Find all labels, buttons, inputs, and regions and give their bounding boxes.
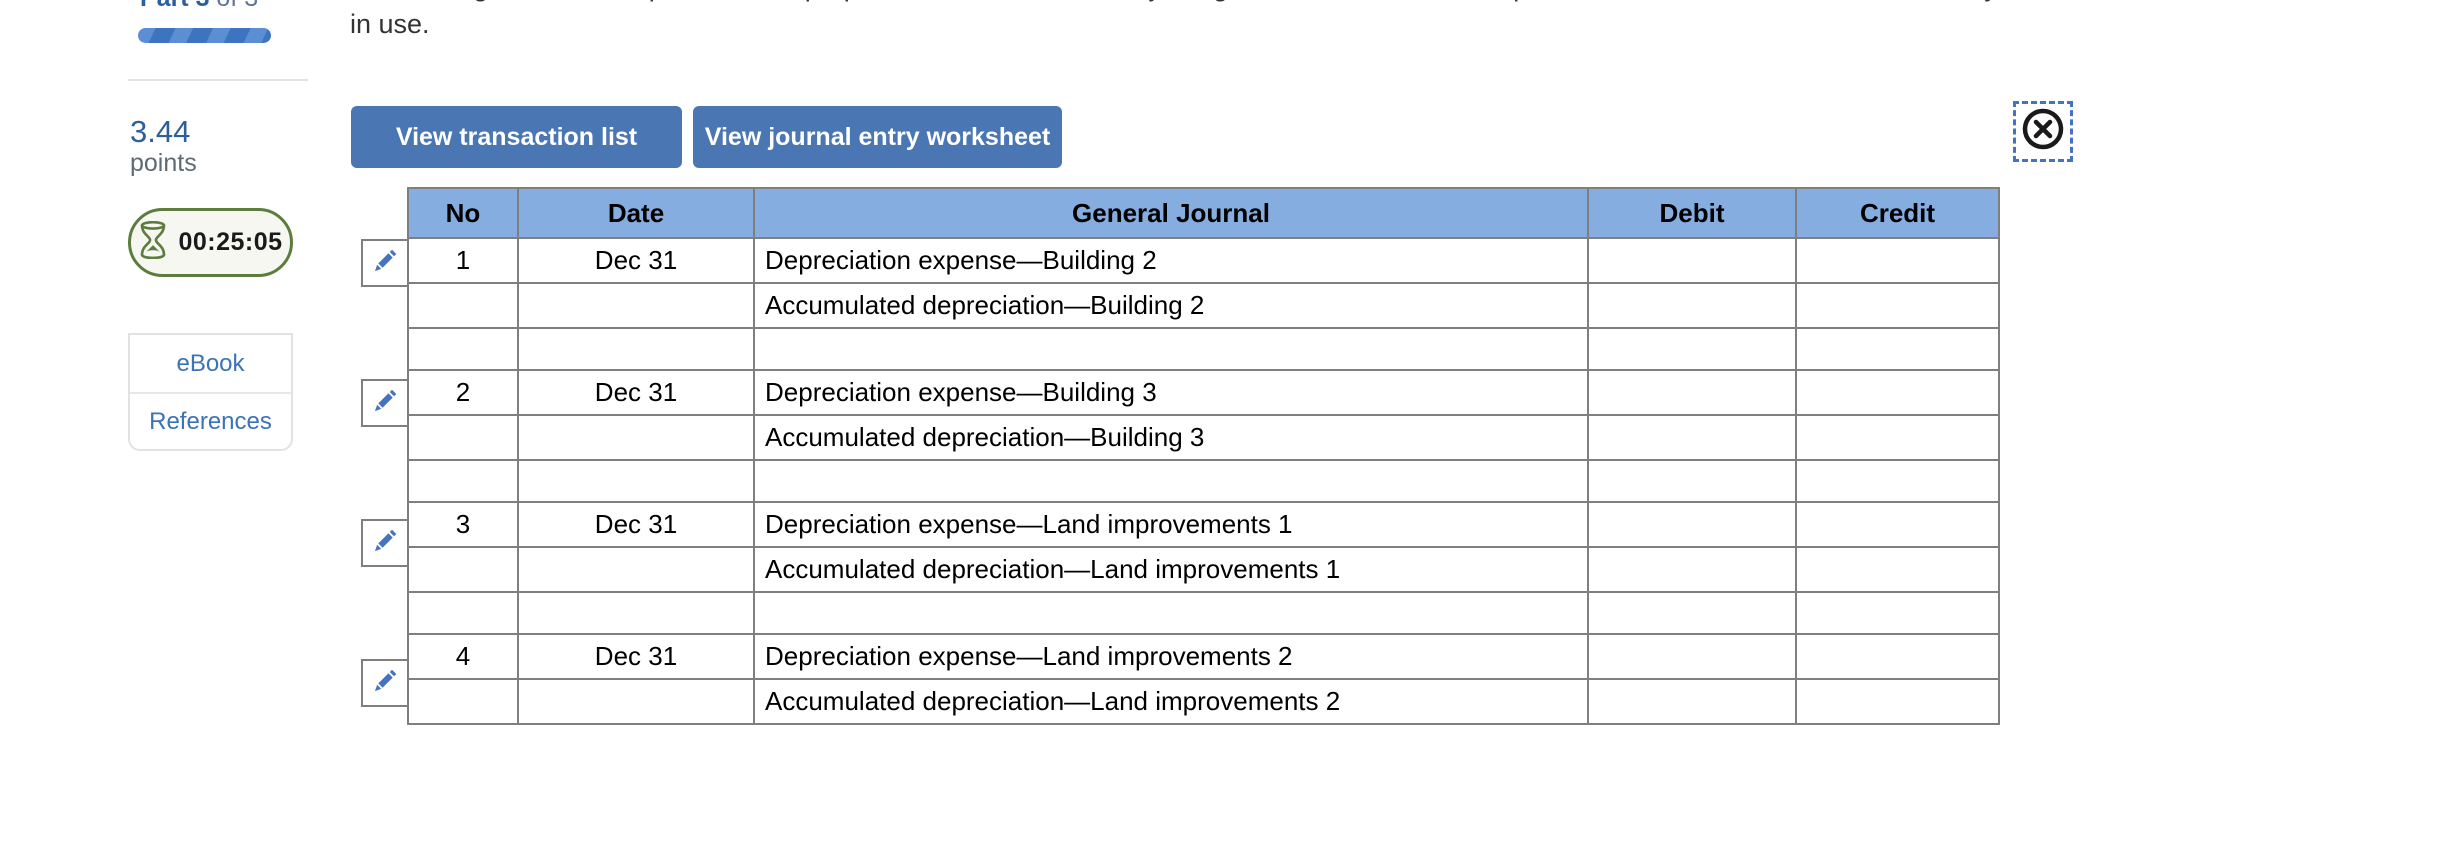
spacer-row bbox=[407, 327, 2000, 371]
table-row: 2 Dec 31 Depreciation expense—Building 3 bbox=[407, 369, 2000, 416]
ebook-link[interactable]: eBook bbox=[176, 349, 245, 377]
debit-amount-cell[interactable] bbox=[1587, 546, 1797, 593]
table-row: 3 Dec 31 Depreciation expense—Land impro… bbox=[407, 501, 2000, 548]
points-value: 3.44 bbox=[130, 114, 191, 149]
pencil-icon bbox=[372, 667, 399, 699]
hourglass-icon bbox=[138, 220, 168, 264]
entry-date: Dec 31 bbox=[517, 369, 755, 416]
credit-amount-cell[interactable] bbox=[1795, 237, 2000, 284]
debit-account: Depreciation expense—Building 3 bbox=[753, 369, 1589, 416]
table-row: 4 Dec 31 Depreciation expense—Land impro… bbox=[407, 633, 2000, 680]
edit-entry-1-button[interactable] bbox=[361, 239, 409, 287]
credit-account: Accumulated depreciation—Land improvemen… bbox=[753, 546, 1589, 593]
table-header-row: No Date General Journal Debit Credit bbox=[407, 187, 2000, 239]
col-header-no: No bbox=[407, 187, 519, 239]
problem-instructions: the buildings and land improvements, pre… bbox=[350, 0, 2310, 43]
entry-date: Dec 31 bbox=[517, 633, 755, 680]
instructions-line1: the buildings and land improvements, pre… bbox=[350, 0, 2310, 6]
credit-amount-cell[interactable] bbox=[1795, 546, 2000, 593]
pencil-icon bbox=[372, 527, 399, 559]
spacer-row bbox=[407, 591, 2000, 635]
references-link[interactable]: References bbox=[130, 392, 291, 449]
instructions-line2: in use. bbox=[350, 9, 430, 39]
edit-entry-3-button[interactable] bbox=[361, 519, 409, 567]
table-row: 1 Dec 31 Depreciation expense—Building 2 bbox=[407, 237, 2000, 284]
pencil-icon bbox=[372, 247, 399, 279]
pencil-icon bbox=[372, 387, 399, 419]
circle-x-icon bbox=[2020, 106, 2066, 157]
debit-account: Depreciation expense—Building 2 bbox=[753, 237, 1589, 284]
col-header-debit: Debit bbox=[1587, 187, 1797, 239]
view-transaction-list-button[interactable]: View transaction list bbox=[351, 106, 682, 168]
debit-amount-cell[interactable] bbox=[1587, 282, 1797, 329]
edit-entry-2-button[interactable] bbox=[361, 379, 409, 427]
general-journal-table: No Date General Journal Debit Credit 1 D… bbox=[407, 187, 2000, 725]
debit-amount-cell[interactable] bbox=[1587, 633, 1797, 680]
credit-account: Accumulated depreciation—Building 3 bbox=[753, 414, 1589, 461]
entry-date: Dec 31 bbox=[517, 237, 755, 284]
table-row: Accumulated depreciation—Land improvemen… bbox=[407, 546, 2000, 593]
entry-no: 2 bbox=[407, 369, 519, 416]
debit-amount-cell[interactable] bbox=[1587, 237, 1797, 284]
spacer-row bbox=[407, 459, 2000, 503]
table-row: Accumulated depreciation—Building 3 bbox=[407, 414, 2000, 461]
debit-account: Depreciation expense—Land improvements 1 bbox=[753, 501, 1589, 548]
entry-no: 1 bbox=[407, 237, 519, 284]
credit-amount-cell[interactable] bbox=[1795, 414, 2000, 461]
debit-amount-cell[interactable] bbox=[1587, 369, 1797, 416]
points-unit: points bbox=[130, 149, 197, 177]
progress-bar bbox=[138, 28, 271, 43]
table-row: Accumulated depreciation—Land improvemen… bbox=[407, 678, 2000, 725]
resources-panel: eBook References bbox=[128, 333, 293, 451]
entry-no: 4 bbox=[407, 633, 519, 680]
entry-date: Dec 31 bbox=[517, 501, 755, 548]
view-journal-entry-worksheet-button[interactable]: View journal entry worksheet bbox=[693, 106, 1062, 168]
credit-account: Accumulated depreciation—Land improvemen… bbox=[753, 678, 1589, 725]
edit-entry-4-button[interactable] bbox=[361, 659, 409, 707]
credit-amount-cell[interactable] bbox=[1795, 501, 2000, 548]
col-header-journal: General Journal bbox=[753, 187, 1589, 239]
col-header-date: Date bbox=[517, 187, 755, 239]
part-indicator-total: of 3 bbox=[209, 0, 258, 12]
credit-amount-cell[interactable] bbox=[1795, 369, 2000, 416]
col-header-credit: Credit bbox=[1795, 187, 2000, 239]
debit-amount-cell[interactable] bbox=[1587, 501, 1797, 548]
credit-amount-cell[interactable] bbox=[1795, 282, 2000, 329]
credit-account: Accumulated depreciation—Building 2 bbox=[753, 282, 1589, 329]
credit-amount-cell[interactable] bbox=[1795, 678, 2000, 725]
timer-value: 00:25:05 bbox=[178, 228, 283, 256]
debit-amount-cell[interactable] bbox=[1587, 678, 1797, 725]
debit-account: Depreciation expense—Land improvements 2 bbox=[753, 633, 1589, 680]
sidebar-divider bbox=[128, 79, 308, 81]
part-indicator: Part 3 of 3 bbox=[140, 0, 258, 13]
timer-badge: 00:25:05 bbox=[128, 208, 293, 277]
close-panel-button[interactable] bbox=[2013, 101, 2073, 162]
part-indicator-current: Part 3 bbox=[140, 0, 209, 12]
entry-no: 3 bbox=[407, 501, 519, 548]
debit-amount-cell[interactable] bbox=[1587, 414, 1797, 461]
table-row: Accumulated depreciation—Building 2 bbox=[407, 282, 2000, 329]
credit-amount-cell[interactable] bbox=[1795, 633, 2000, 680]
